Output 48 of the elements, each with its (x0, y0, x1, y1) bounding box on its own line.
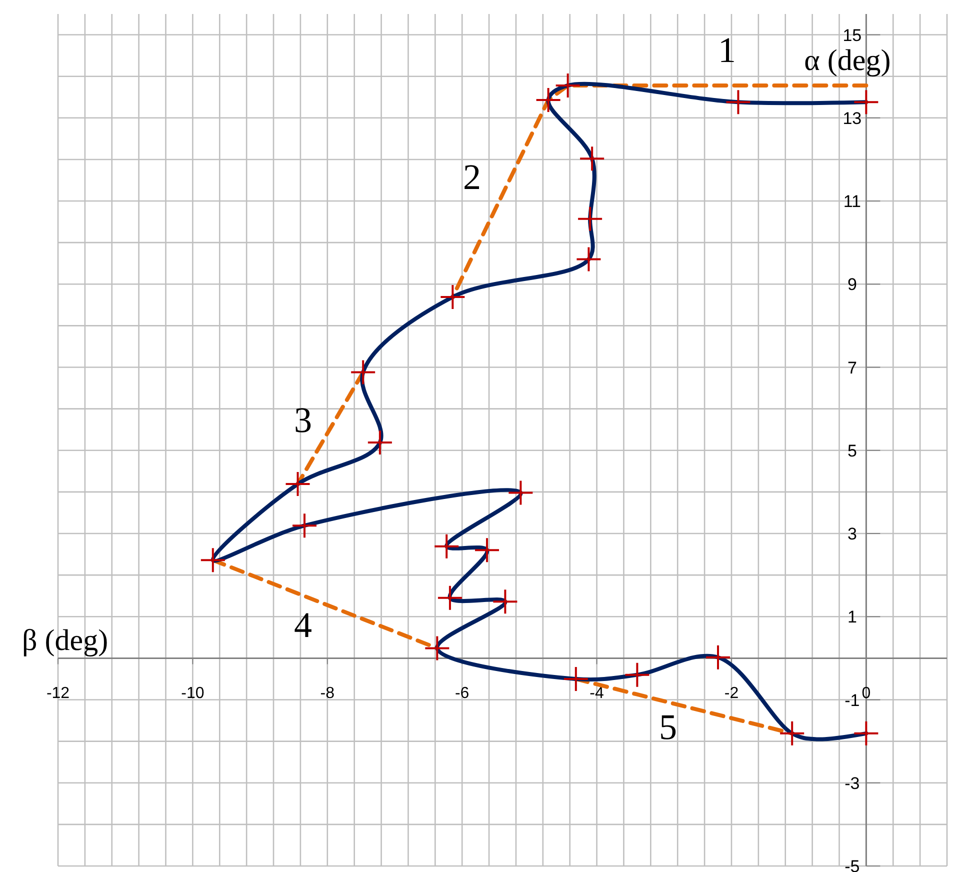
x-tick-label: 0 (862, 685, 871, 702)
y-tick-label: 3 (847, 524, 857, 544)
point (425, 636, 450, 660)
point (780, 721, 804, 746)
point (706, 645, 730, 670)
y-tick-label: 13 (842, 108, 862, 128)
point (438, 586, 462, 610)
point (854, 721, 878, 746)
annotation: 1 (718, 30, 736, 70)
x-tick-label: -12 (46, 685, 70, 702)
point (475, 538, 500, 562)
point (580, 146, 604, 171)
annotation: 2 (463, 157, 481, 197)
y-tick-label: -3 (844, 774, 860, 793)
point (368, 430, 392, 454)
y-tick-label: 9 (847, 275, 857, 294)
y-tick-label: 11 (843, 192, 862, 212)
point (625, 662, 650, 687)
point (292, 514, 316, 538)
point (440, 285, 465, 310)
annotation: 5 (659, 707, 677, 747)
point (556, 73, 580, 98)
point (508, 480, 533, 505)
point (351, 360, 376, 384)
y-tick-label: 1 (847, 608, 857, 627)
point (200, 548, 225, 572)
point (493, 590, 518, 614)
point (578, 206, 602, 231)
y-tick-label: 7 (847, 358, 857, 378)
point (536, 88, 560, 112)
annotation: 4 (294, 605, 312, 645)
point (564, 666, 588, 691)
x-tick-label: -8 (320, 685, 335, 702)
y-tick-label: 15 (842, 26, 862, 45)
annotation: 3 (294, 400, 312, 440)
x-axis-title: β (deg) (22, 624, 108, 658)
x-tick-label: -2 (724, 685, 739, 702)
y-tick-label: -5 (844, 857, 860, 872)
x-tick-label: -10 (181, 685, 204, 702)
point (726, 90, 750, 114)
y-tick-label: -1 (844, 690, 860, 710)
point (434, 534, 459, 558)
x-tick-label: -6 (454, 685, 470, 702)
point (576, 247, 601, 272)
y-tick-label: 5 (847, 441, 857, 460)
x-tick-label: -4 (590, 685, 604, 702)
y-axis-title: α (deg) (804, 44, 891, 78)
point (286, 472, 310, 496)
